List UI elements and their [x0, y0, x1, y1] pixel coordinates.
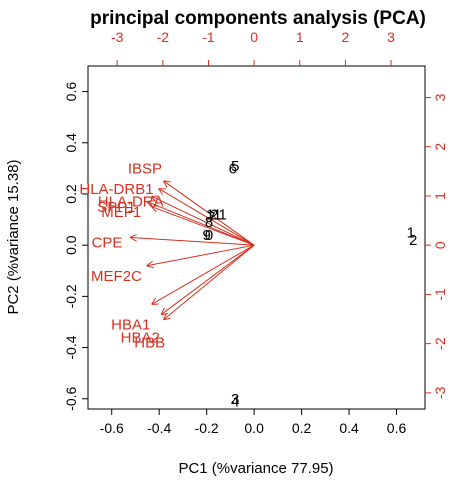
loading-arrow	[164, 244, 255, 319]
y-tick-label: 0.6	[63, 82, 79, 102]
loading-arrow	[162, 244, 255, 314]
loading-label: MEF2C	[91, 268, 142, 285]
x-tick-label: 0.6	[387, 420, 407, 436]
right-tick-label: 3	[432, 93, 448, 101]
top-tick-label: -1	[202, 29, 215, 45]
top-tick-label: 1	[296, 29, 304, 45]
plot-frame	[87, 65, 426, 410]
top-loading-axis: -3 -2 -1 0 1 2 3	[111, 29, 395, 66]
y-tick-label: -0.6	[63, 386, 79, 410]
right-tick-label: -2	[432, 337, 448, 350]
loading-arrow	[147, 202, 255, 246]
x-tick-label: -0.6	[100, 420, 124, 436]
sample-point-label: 11	[206, 206, 222, 223]
sample-point-label: 6	[229, 160, 237, 177]
x-axis-label: PC1 (%variance 77.95)	[178, 460, 333, 477]
sample-point-label: 2	[409, 232, 417, 249]
right-loading-axis: -3 -2 -1 0 1 2 3	[425, 93, 448, 399]
top-tick-label: 2	[342, 29, 350, 45]
right-tick-label: -3	[432, 386, 448, 399]
sample-point-label: 4	[231, 393, 239, 410]
sample-point-label: 8	[205, 214, 213, 231]
top-tick-label: -2	[157, 29, 170, 45]
x-tick-label: -0.4	[147, 420, 171, 436]
top-tick-label: 3	[387, 29, 395, 45]
loading-label: MEF1	[101, 204, 141, 221]
y-tick-label: -0.4	[63, 335, 79, 359]
sample-point-label: 3	[231, 391, 239, 408]
loading-label: SPP1	[97, 199, 135, 216]
loading-arrow	[164, 181, 255, 246]
loading-arrow	[147, 244, 255, 265]
y-axis: -0.6 -0.4 -0.2 0.0 0.2 0.4 0.6	[63, 82, 88, 411]
x-tick-label: 0.4	[339, 420, 359, 436]
loading-label: IBSP	[128, 160, 162, 177]
chart-title: principal components analysis (PCA)	[90, 8, 426, 29]
sample-point-label: 9	[202, 227, 210, 244]
loading-label: HBA2	[121, 329, 160, 346]
right-tick-label: 2	[432, 143, 448, 151]
y-axis-label: PC2 (%variance 15.38)	[5, 159, 22, 314]
y-tick-label: -0.2	[63, 284, 79, 308]
loading-arrow	[131, 238, 255, 246]
top-tick-label: -3	[111, 29, 124, 45]
sample-point-label: 0	[205, 227, 213, 244]
loading-arrow	[152, 197, 255, 246]
top-tick-label: 0	[250, 29, 258, 45]
loading-arrow	[152, 244, 255, 304]
right-tick-label: 1	[432, 192, 448, 200]
x-tick-label: -0.2	[195, 420, 219, 436]
sample-point-label: 5	[231, 158, 239, 175]
y-tick-label: 0.0	[63, 235, 79, 255]
sample-point-label: 1	[407, 224, 415, 241]
y-tick-label: 0.2	[63, 184, 79, 204]
loading-label: CPE	[92, 235, 123, 252]
x-axis: -0.6 -0.4 -0.2 0.0 0.2 0.4 0.6	[100, 409, 407, 436]
y-tick-label: 0.4	[63, 133, 79, 153]
right-tick-label: 0	[432, 241, 448, 249]
right-tick-label: -1	[432, 288, 448, 301]
sample-point-label: 21	[210, 206, 227, 223]
loading-label: HLA-DRB1	[79, 181, 153, 198]
x-tick-label: 0.0	[244, 420, 264, 436]
loading-label: HBB	[134, 334, 165, 351]
sample-point-label: 7	[207, 209, 215, 226]
loading-label: HBA1	[111, 317, 150, 334]
loading-arrow	[159, 189, 255, 246]
loading-arrow	[152, 207, 255, 246]
loading-vectors: IBSPHLA-DRB1HLA-DRASPP1MEF1CPEMEF2CHBA1H…	[79, 160, 255, 351]
x-tick-label: 0.2	[292, 420, 312, 436]
